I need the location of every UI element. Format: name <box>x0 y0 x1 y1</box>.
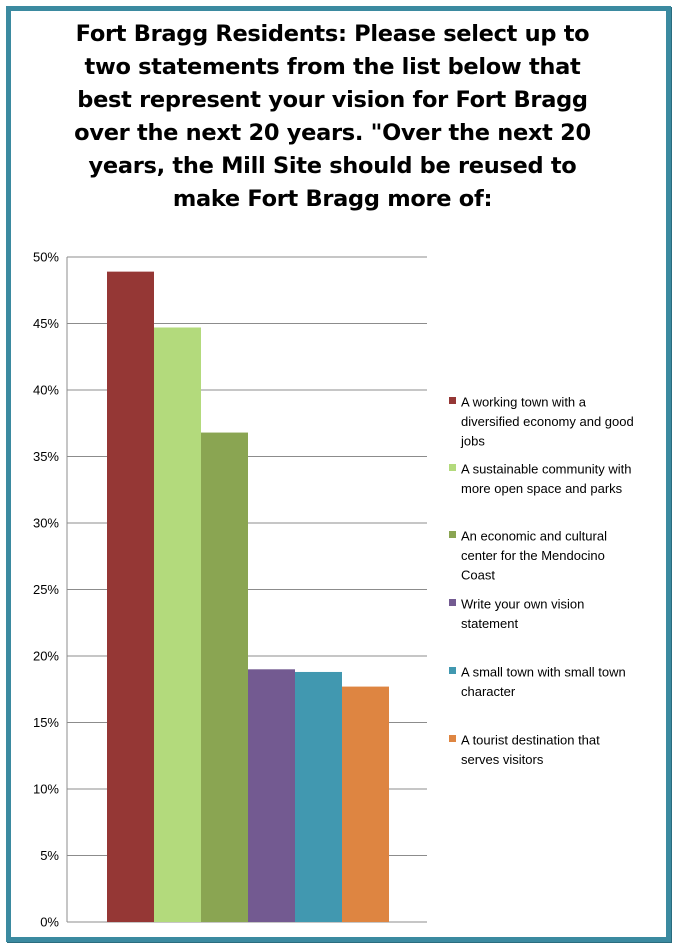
y-tick-label: 10% <box>33 782 59 797</box>
title-line: over the next 20 years. "Over the next 2… <box>74 120 591 146</box>
legend-label: jobs <box>460 434 485 449</box>
bar <box>342 686 389 922</box>
legend-label: statement <box>461 616 518 631</box>
legend-swatch <box>449 531 456 538</box>
y-tick-label: 30% <box>33 516 59 531</box>
y-tick-label: 35% <box>33 449 59 464</box>
legend-swatch <box>449 667 456 674</box>
legend-label: A small town with small town <box>461 665 626 680</box>
legend-label: character <box>461 684 516 699</box>
legend-label: An economic and cultural <box>461 529 607 544</box>
y-tick-label: 15% <box>33 715 59 730</box>
legend-swatch <box>449 599 456 606</box>
bar <box>295 671 342 922</box>
legend-swatch <box>449 735 456 742</box>
title-line: best represent your vision for Fort Brag… <box>77 87 588 113</box>
y-tick-label: 25% <box>33 582 59 597</box>
legend-label: serves visitors <box>461 752 544 767</box>
bar <box>107 271 154 922</box>
legend-label: Write your own vision <box>461 597 584 612</box>
y-tick-label: 5% <box>40 848 59 863</box>
legend-label: Coast <box>461 568 495 583</box>
title-line: make Fort Bragg more of: <box>172 186 493 212</box>
y-tick-label: 45% <box>33 316 59 331</box>
y-tick-label: 0% <box>40 915 59 930</box>
bar <box>154 327 201 922</box>
title-line: years, the Mill Site should be reused to <box>88 153 577 179</box>
legend-swatch <box>449 397 456 404</box>
legend-label: diversified economy and good <box>461 414 634 429</box>
y-tick-label: 50% <box>33 250 59 265</box>
chart-title: Fort Bragg Residents: Please select up t… <box>0 18 665 216</box>
y-tick-label: 20% <box>33 649 59 664</box>
legend-swatch <box>449 464 456 471</box>
legend-label: center for the Mendocino <box>461 548 605 563</box>
bar <box>248 669 295 922</box>
bar <box>201 432 248 922</box>
legend-label: A tourist destination that <box>461 733 600 748</box>
y-tick-label: 40% <box>33 383 59 398</box>
legend-label: A working town with a <box>461 395 587 410</box>
legend-label: more open space and parks <box>461 481 623 496</box>
legend-label: A sustainable community with <box>461 462 632 477</box>
title-line: Fort Bragg Residents: Please select up t… <box>75 21 590 47</box>
title-line: two statements from the list below that <box>84 54 581 80</box>
